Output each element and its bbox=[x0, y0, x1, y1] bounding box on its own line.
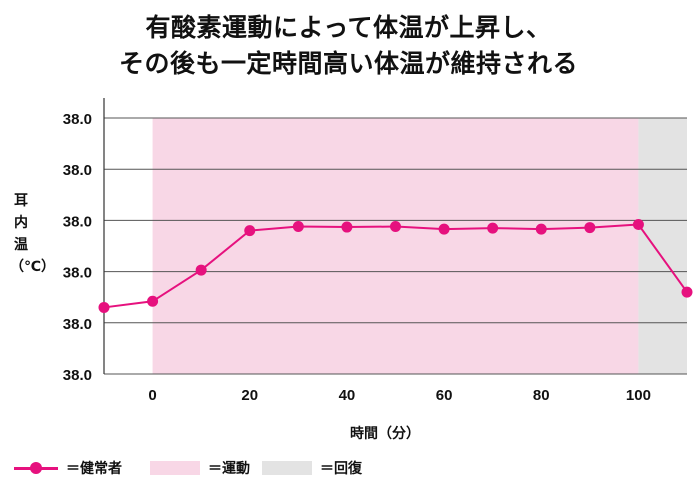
x-tick-label-5: 100 bbox=[626, 387, 651, 404]
data-point bbox=[195, 264, 207, 276]
x-tick-label-2: 40 bbox=[339, 387, 356, 404]
data-point bbox=[98, 301, 110, 313]
legend-item-healthy: ＝健常者 bbox=[14, 458, 122, 478]
legend-swatch-recovery bbox=[262, 461, 312, 475]
x-axis-title: 時間（分） bbox=[350, 426, 420, 442]
x-tick-label-1: 20 bbox=[241, 387, 258, 404]
y-tick-label-5: 38.0 bbox=[63, 111, 92, 128]
y-tick-label-1: 38.0 bbox=[63, 316, 92, 333]
x-tick-label-3: 60 bbox=[436, 387, 453, 404]
data-point bbox=[341, 221, 353, 233]
legend: ＝健常者 ＝運動 ＝回復 bbox=[0, 458, 697, 482]
data-point bbox=[584, 222, 596, 234]
data-point bbox=[632, 218, 644, 230]
x-tick-label-0: 0 bbox=[148, 387, 156, 404]
legend-label-exercise: ＝運動 bbox=[208, 461, 250, 477]
data-point bbox=[244, 225, 256, 237]
chart-title-line-2: その後も一定時間高い体温が維持される bbox=[118, 49, 578, 78]
y-tick-label-4: 38.0 bbox=[63, 162, 92, 179]
legend-label-recovery: ＝回復 bbox=[320, 461, 362, 477]
chart-title-line-1: 有酸素運動によって体温が上昇し、 bbox=[145, 13, 552, 42]
legend-item-recovery: ＝回復 bbox=[262, 458, 362, 478]
data-point bbox=[147, 295, 159, 307]
data-point bbox=[487, 222, 499, 234]
shaded-region-0 bbox=[152, 118, 639, 374]
x-tick-label-4: 80 bbox=[533, 387, 550, 404]
legend-line-marker bbox=[14, 461, 58, 474]
legend-label-healthy: ＝健常者 bbox=[66, 461, 122, 477]
y-axis-title: 耳内温（℃） bbox=[10, 193, 55, 275]
data-point bbox=[390, 221, 401, 233]
y-tick-label-2: 38.0 bbox=[63, 265, 92, 282]
legend-item-exercise: ＝運動 bbox=[150, 458, 250, 478]
data-point bbox=[438, 223, 450, 235]
y-tick-label-0: 38.0 bbox=[63, 367, 92, 384]
legend-swatch-exercise bbox=[150, 461, 200, 475]
data-point bbox=[535, 223, 547, 235]
y-tick-label-3: 38.0 bbox=[63, 213, 92, 230]
shaded-region-1 bbox=[638, 118, 687, 374]
data-point bbox=[292, 221, 304, 233]
data-point bbox=[681, 286, 693, 298]
